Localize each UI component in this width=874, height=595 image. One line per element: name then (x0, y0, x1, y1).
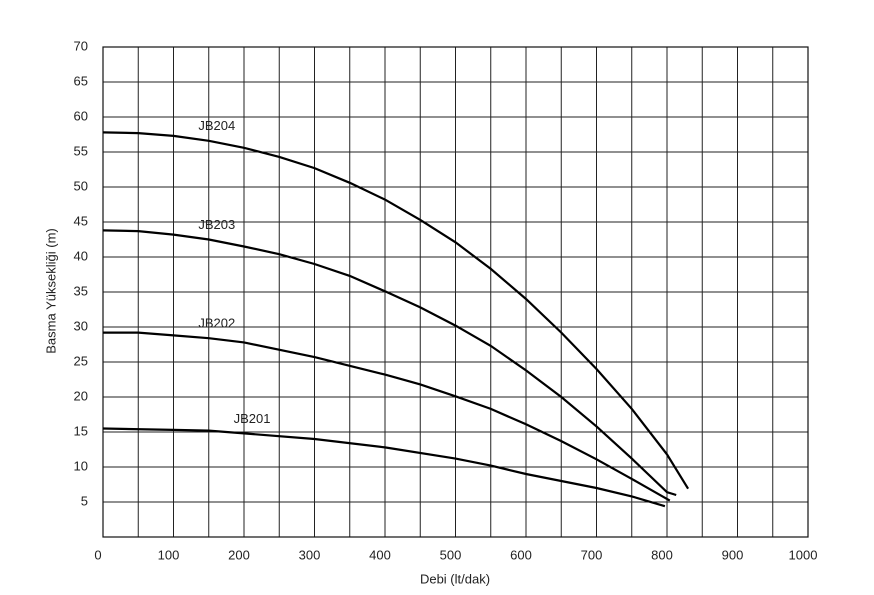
series-label: JB204 (198, 118, 235, 133)
x-tick-label: 300 (299, 547, 321, 562)
y-tick-label: 35 (74, 283, 88, 298)
y-tick-label: 40 (74, 248, 88, 263)
y-tick-label: 65 (74, 73, 88, 88)
x-tick-label: 400 (369, 547, 391, 562)
x-tick-label: 800 (651, 547, 673, 562)
curve (102, 427, 666, 508)
curve (102, 229, 677, 497)
y-tick-label: 45 (74, 213, 88, 228)
y-tick-label: 70 (74, 38, 88, 53)
x-tick-label: 900 (722, 547, 744, 562)
y-tick-label: 50 (74, 178, 88, 193)
x-tick-label: 100 (158, 547, 180, 562)
y-tick-label: 25 (74, 353, 88, 368)
y-tick-label: 5 (81, 493, 88, 508)
y-tick-label: 30 (74, 318, 88, 333)
curve (103, 331, 671, 502)
x-tick-label: 600 (510, 547, 532, 562)
series-label: JB201 (234, 411, 271, 426)
y-tick-label: 60 (74, 108, 88, 123)
plot-frame (102, 46, 809, 538)
x-tick-label: 200 (228, 547, 250, 562)
curve (102, 131, 690, 490)
y-tick-label: 10 (74, 458, 88, 473)
x-axis-label: Debi (lt/dak) (420, 571, 490, 586)
x-tick-label: 0 (94, 547, 101, 562)
series-label: JB202 (198, 316, 235, 331)
y-tick-label: 15 (74, 423, 88, 438)
y-tick-label: 20 (74, 388, 88, 403)
y-tick-label: 55 (74, 143, 88, 158)
series-label: JB203 (198, 217, 235, 232)
x-tick-label: 700 (581, 547, 603, 562)
x-tick-label: 500 (440, 547, 462, 562)
x-tick-label: 1000 (789, 547, 818, 562)
y-axis-label: Basma Yüksekliği (m) (43, 228, 58, 353)
